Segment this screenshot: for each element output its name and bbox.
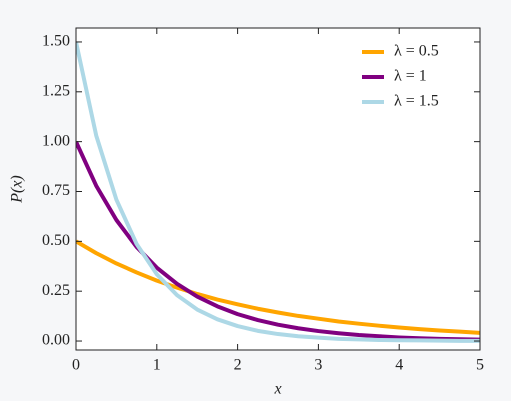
legend-label: λ = 1: [394, 68, 427, 85]
y-tick-label: 0.75: [42, 182, 70, 199]
x-tick-label: 3: [314, 357, 322, 374]
x-tick-label: 5: [476, 357, 484, 374]
y-tick-label: 0.00: [42, 332, 70, 349]
y-tick-label: 0.50: [42, 232, 70, 249]
x-tick-label: 1: [153, 357, 161, 374]
x-tick-label: 2: [234, 357, 242, 374]
series-line: [76, 239, 480, 335]
plot-area: [76, 28, 480, 350]
legend-label: λ = 1.5: [394, 93, 439, 110]
axes-frame: [75, 27, 481, 351]
series-line: [76, 41, 480, 343]
x-tick-label: 4: [395, 357, 403, 374]
y-tick-label: 1.00: [42, 132, 70, 149]
y-axis-label: P(x): [9, 175, 26, 204]
y-tick-label: 1.50: [42, 33, 70, 50]
x-axis-label: x: [273, 381, 281, 398]
y-tick-label: 0.25: [42, 282, 70, 299]
y-tick-label: 1.25: [42, 82, 70, 99]
legend-label: λ = 0.5: [394, 43, 439, 60]
x-tick-label: 0: [72, 357, 80, 374]
